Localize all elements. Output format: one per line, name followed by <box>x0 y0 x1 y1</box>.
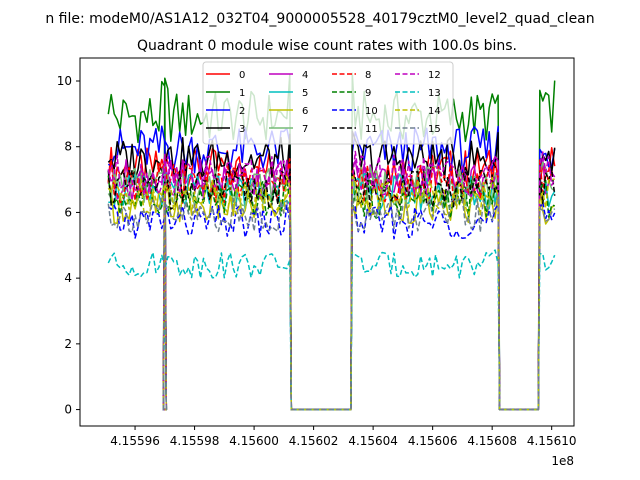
series-line-13 <box>107 249 556 411</box>
x-tick-label: 4.15600 <box>229 434 279 448</box>
x-tick-label: 4.15596 <box>110 434 160 448</box>
legend-label-8: 8 <box>365 70 371 81</box>
y-tick-label: 10 <box>57 74 72 88</box>
legend-label-5: 5 <box>302 88 308 99</box>
y-tick-label: 2 <box>64 337 72 351</box>
x-tick-label: 4.15610 <box>527 434 577 448</box>
plot-lines <box>107 72 556 411</box>
legend-label-7: 7 <box>302 124 308 135</box>
series-line-12 <box>107 150 556 411</box>
legend-label-0: 0 <box>239 70 245 81</box>
legend-label-13: 13 <box>428 88 441 99</box>
legend-label-3: 3 <box>239 124 245 135</box>
x-tick-label: 4.15602 <box>289 434 339 448</box>
x-tick-label: 4.15608 <box>467 434 517 448</box>
x-tick-label: 4.15606 <box>408 434 458 448</box>
legend-label-12: 12 <box>428 70 441 81</box>
legend-label-6: 6 <box>302 106 308 117</box>
y-tick-label: 0 <box>64 403 72 417</box>
y-tick-label: 6 <box>64 205 72 219</box>
legend-label-1: 1 <box>239 88 245 99</box>
x-offset-label: 1e8 <box>551 454 574 468</box>
series-line-10 <box>107 201 556 411</box>
x-tick-label: 4.15598 <box>170 434 220 448</box>
chart-suptitle: n file: modeM0/AS1A12_032T04_9000005528_… <box>45 11 594 27</box>
legend-label-10: 10 <box>365 106 378 117</box>
legend-label-2: 2 <box>239 106 245 117</box>
legend-label-14: 14 <box>428 106 441 117</box>
y-tick-label: 4 <box>64 271 72 285</box>
legend-label-4: 4 <box>302 70 308 81</box>
x-tick-label: 4.15604 <box>348 434 398 448</box>
x-axis: 4.15596 4.15598 4.15600 4.15602 4.15604 4.156… <box>110 426 576 448</box>
legend-label-11: 11 <box>365 124 378 135</box>
chart-title: Quadrant 0 module wise count rates with … <box>137 38 517 54</box>
plot-frame <box>79 57 575 427</box>
legend-label-15: 15 <box>428 124 441 135</box>
series-line-15 <box>107 194 556 411</box>
y-tick-label: 8 <box>64 140 72 154</box>
y-axis: 0 2 4 6 8 10 <box>57 74 80 417</box>
legend-label-9: 9 <box>365 88 371 99</box>
legend-box <box>202 61 454 145</box>
